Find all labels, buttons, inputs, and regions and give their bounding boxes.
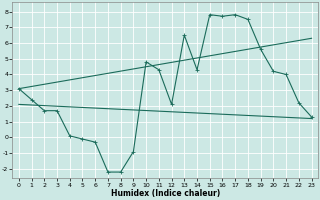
X-axis label: Humidex (Indice chaleur): Humidex (Indice chaleur) xyxy=(111,189,220,198)
